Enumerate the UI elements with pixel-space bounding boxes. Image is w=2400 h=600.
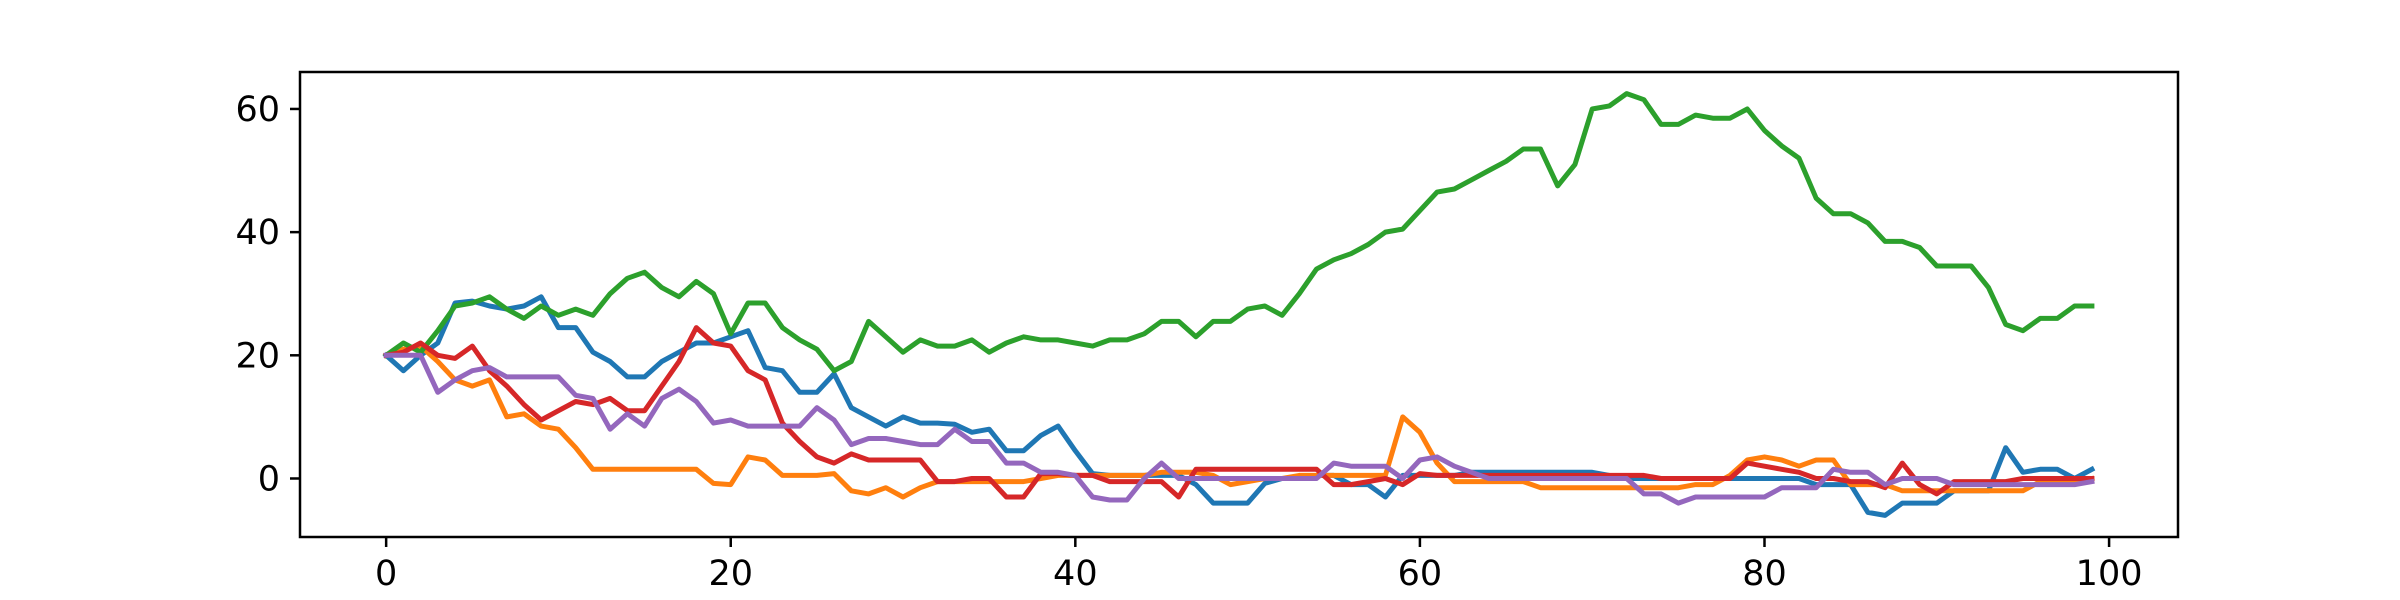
series-line-3: [382, 91, 2095, 374]
y-tick-label: 60: [235, 90, 280, 130]
x-tick-label: 0: [375, 554, 397, 594]
y-axis: 0 20 40 60: [235, 90, 300, 499]
plot-frame: [298, 70, 2180, 539]
y-tick-label: 40: [235, 213, 280, 253]
series-line-1: [382, 294, 2096, 518]
series-line-4: [383, 325, 2095, 500]
plot-series: [382, 91, 2096, 518]
x-tick-label: 20: [708, 554, 753, 594]
x-tick-label: 60: [1398, 554, 1443, 594]
series-line-2: [382, 343, 2095, 500]
y-tick-label: 20: [235, 336, 280, 376]
y-tick-label: 0: [258, 459, 280, 499]
x-tick-label: 80: [1742, 554, 1787, 594]
x-tick-label: 100: [2076, 554, 2143, 594]
x-tick-label: 40: [1053, 554, 1098, 594]
series-line-5: [383, 352, 2095, 506]
x-axis: 0 20 40 60 80 100: [375, 537, 2142, 594]
